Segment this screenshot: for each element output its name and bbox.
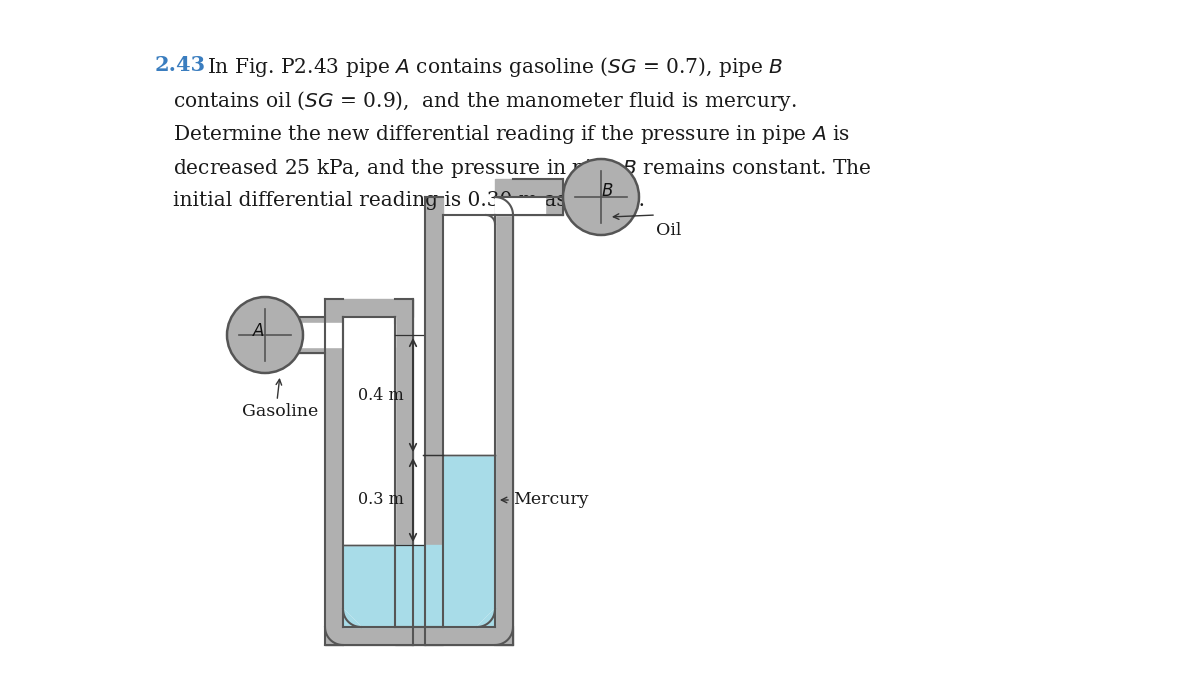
Polygon shape: [425, 197, 443, 645]
Polygon shape: [265, 323, 343, 347]
Polygon shape: [265, 317, 343, 323]
Polygon shape: [325, 627, 413, 645]
Text: Determine the new differential reading if the pressure in pipe $A$ is: Determine the new differential reading i…: [173, 123, 850, 146]
Text: Gasoline: Gasoline: [242, 403, 318, 420]
Polygon shape: [496, 197, 514, 645]
Polygon shape: [496, 197, 514, 215]
Polygon shape: [413, 627, 425, 645]
Polygon shape: [343, 323, 352, 347]
Polygon shape: [496, 197, 545, 215]
Text: initial differential reading is 0.30 m as shown.: initial differential reading is 0.30 m a…: [173, 191, 646, 210]
Text: contains oil ($SG$ = 0.9),  and the manometer fluid is mercury.: contains oil ($SG$ = 0.9), and the manom…: [173, 89, 797, 113]
Polygon shape: [478, 609, 496, 627]
Text: In Fig. P2.43 pipe $A$ contains gasoline ($SG$ = 0.7), pipe $B$: In Fig. P2.43 pipe $A$ contains gasoline…: [208, 55, 784, 79]
Text: 2.43: 2.43: [155, 55, 206, 75]
Text: 0.3 m: 0.3 m: [358, 491, 404, 508]
Text: 0.4 m: 0.4 m: [358, 387, 404, 404]
Polygon shape: [443, 455, 496, 545]
Polygon shape: [265, 347, 343, 353]
Polygon shape: [325, 299, 413, 317]
Polygon shape: [343, 317, 395, 545]
Polygon shape: [343, 609, 361, 627]
Polygon shape: [325, 299, 343, 645]
Text: Mercury: Mercury: [514, 491, 589, 508]
Polygon shape: [325, 317, 343, 353]
Polygon shape: [395, 299, 413, 645]
Polygon shape: [478, 609, 496, 627]
Polygon shape: [496, 627, 514, 645]
Polygon shape: [343, 609, 361, 627]
Polygon shape: [496, 179, 545, 197]
Polygon shape: [545, 179, 563, 215]
Text: Oil: Oil: [656, 222, 682, 239]
Text: $B$: $B$: [601, 182, 613, 200]
Polygon shape: [343, 317, 395, 347]
Polygon shape: [425, 627, 514, 645]
Polygon shape: [486, 215, 496, 224]
Circle shape: [563, 159, 640, 235]
Circle shape: [227, 297, 302, 373]
Polygon shape: [343, 545, 496, 627]
Polygon shape: [443, 215, 496, 455]
Polygon shape: [325, 627, 343, 645]
Text: decreased 25 kPa, and the pressure in pipe $B$ remains constant. The: decreased 25 kPa, and the pressure in pi…: [173, 157, 871, 180]
Text: $A$: $A$: [252, 323, 265, 340]
